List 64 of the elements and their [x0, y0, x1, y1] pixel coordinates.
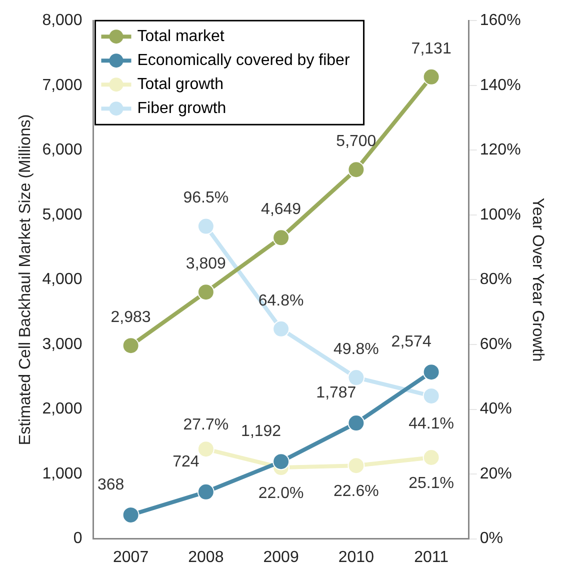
point — [422, 364, 440, 381]
point — [422, 387, 440, 404]
point — [422, 68, 440, 86]
data-label: 2,574 — [391, 333, 432, 350]
point — [348, 457, 365, 474]
data-label: 1,192 — [241, 422, 282, 440]
y-tick-label: 0 — [73, 530, 82, 548]
y-tick-label: 1,000 — [42, 465, 82, 482]
y-tick-label: 4,000 — [42, 271, 82, 288]
point — [272, 229, 290, 246]
data-label: 49.8% — [334, 340, 379, 358]
y2-tick-label: 40% — [480, 400, 512, 418]
data-label: 22.6% — [334, 483, 379, 500]
x-tick-label: 2007 — [113, 548, 149, 566]
point — [348, 369, 365, 386]
y-axis-title: Estimated Cell Backhaul Market Size (Millions) — [17, 114, 34, 446]
point — [272, 453, 290, 470]
y-tick-label: 8,000 — [42, 12, 82, 30]
x-tick-label: 2008 — [188, 548, 224, 566]
y-tick-label: 7,000 — [42, 76, 82, 94]
y2-tick-label: 140% — [480, 76, 521, 94]
data-label: 44.1% — [408, 415, 454, 432]
y2-tick-label: 20% — [480, 465, 512, 482]
point — [122, 506, 140, 524]
data-label: 7,131 — [411, 40, 452, 58]
y2-tick-label: 100% — [480, 206, 521, 224]
x-tick-label: 2011 — [414, 548, 449, 566]
y-tick-label: 6,000 — [42, 142, 82, 159]
y2-axis-title: Year Over Year Growth — [528, 198, 546, 362]
y-tick-label: 3,000 — [42, 336, 82, 353]
point — [422, 449, 440, 466]
data-label: 5,700 — [336, 132, 376, 150]
point — [122, 337, 140, 354]
data-label: 96.5% — [183, 190, 229, 207]
point — [348, 414, 365, 432]
y2-tick-label: 120% — [480, 142, 521, 159]
legend-label: Total growth — [137, 76, 224, 94]
y2-tick-label: 0% — [480, 530, 504, 548]
data-label: 64.8% — [258, 292, 304, 310]
point — [348, 161, 365, 178]
y2-tick-label: 80% — [480, 271, 512, 288]
data-label: 25.1% — [408, 474, 454, 492]
legend-label: Fiber growth — [137, 100, 226, 118]
legend-label: Economically covered by fiber — [137, 52, 350, 70]
y-tick-label: 2,000 — [42, 400, 82, 418]
y2-tick-label: 60% — [480, 336, 512, 353]
y2-tick-label: 160% — [480, 12, 521, 30]
legend-label: Total market — [137, 28, 225, 46]
data-label: 2,983 — [110, 308, 151, 326]
point — [197, 483, 214, 500]
y-tick-label: 5,000 — [42, 206, 82, 224]
point — [197, 440, 214, 458]
x-tick-label: 2009 — [263, 548, 299, 566]
data-label: 368 — [97, 476, 124, 494]
point — [197, 284, 214, 301]
point — [197, 218, 214, 235]
data-label: 22.0% — [258, 484, 304, 502]
data-label: 3,809 — [186, 255, 226, 272]
data-label: 4,649 — [261, 201, 302, 218]
point — [272, 320, 290, 338]
data-label: 27.7% — [183, 416, 229, 434]
data-label: 1,787 — [316, 384, 356, 402]
data-label: 724 — [172, 453, 200, 470]
x-tick-label: 2010 — [338, 548, 374, 566]
